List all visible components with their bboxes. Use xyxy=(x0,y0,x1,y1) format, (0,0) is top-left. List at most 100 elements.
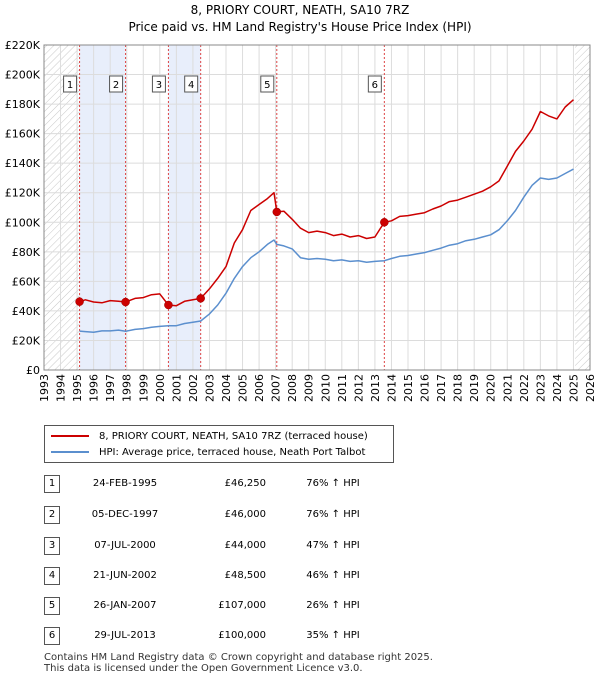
sale-box-4 xyxy=(184,75,199,93)
table-row: 1 24-FEB-1995 £46,250 76% ↑ HPI xyxy=(0,475,600,497)
transaction-number: 5 xyxy=(44,597,60,615)
sale-box-3 xyxy=(151,75,166,93)
x-tick-label: 2015 xyxy=(402,374,415,402)
y-tick-label: £40K xyxy=(12,305,41,318)
transaction-price: £48,500 xyxy=(224,570,266,581)
x-tick-label: 2013 xyxy=(369,374,382,402)
x-tick-label: 2016 xyxy=(419,374,432,402)
sale-point-5 xyxy=(272,207,282,217)
legend-label-hpi: HPI: Average price, terraced house, Neat… xyxy=(99,446,366,458)
chart-title: 8, PRIORY COURT, NEATH, SA10 7RZ xyxy=(190,3,410,17)
plot-area xyxy=(44,45,590,370)
y-tick-label: £220K xyxy=(5,39,41,52)
x-tick-label: 2006 xyxy=(253,374,266,402)
x-tick-label: 2008 xyxy=(286,374,299,402)
x-tick-label: 2020 xyxy=(485,374,498,402)
x-tick-label: 1999 xyxy=(137,374,150,402)
x-tick-label: 1998 xyxy=(121,374,134,402)
y-tick-label: £140K xyxy=(5,157,41,170)
y-tick-label: £60K xyxy=(12,275,41,288)
legend-entry-hpi: HPI: Average price, terraced house, Neat… xyxy=(51,444,365,460)
table-row: 5 26-JAN-2007 £107,000 26% ↑ HPI xyxy=(0,597,600,619)
y-tick-label: £120K xyxy=(5,187,41,200)
legend-swatch-hpi xyxy=(51,451,89,453)
sale-box-label-5: 5 xyxy=(264,80,270,91)
transaction-date: 29-JUL-2013 xyxy=(94,630,156,641)
x-tick-label: 2002 xyxy=(187,374,200,402)
plot-border xyxy=(43,44,591,371)
transaction-hpi: 46% ↑ HPI xyxy=(306,570,360,581)
x-tick-label: 2000 xyxy=(154,374,167,402)
x-tick-label: 2022 xyxy=(518,374,531,402)
sale-box-5 xyxy=(260,75,275,93)
transaction-date: 05-DEC-1997 xyxy=(91,509,159,520)
sale-box-6 xyxy=(367,75,382,93)
y-tick-label: £20K xyxy=(12,334,41,347)
x-tick-label: 1995 xyxy=(71,374,84,402)
x-tick-label: 2017 xyxy=(435,374,448,402)
sale-box-label-1: 1 xyxy=(67,80,73,91)
sale-box-1 xyxy=(63,75,78,93)
table-row: 4 21-JUN-2002 £48,500 46% ↑ HPI xyxy=(0,567,600,589)
transaction-date: 07-JUL-2000 xyxy=(94,540,156,551)
y-tick-label: £200K xyxy=(5,69,41,82)
x-tick-label: 1994 xyxy=(55,374,68,402)
sale-point-4 xyxy=(196,294,205,303)
y-tick-label: £100K xyxy=(5,216,41,229)
transaction-number: 4 xyxy=(44,567,60,585)
sale-point-6 xyxy=(380,218,389,227)
transaction-number: 1 xyxy=(44,475,60,493)
transaction-price: £44,000 xyxy=(224,540,266,551)
x-tick-label: 2019 xyxy=(468,374,481,402)
transaction-hpi: 26% ↑ HPI xyxy=(306,600,360,611)
x-tick-label: 2001 xyxy=(170,374,183,402)
sale-box-label-6: 6 xyxy=(372,80,378,91)
x-tick-label: 1993 xyxy=(38,374,51,402)
transaction-date: 21-JUN-2002 xyxy=(93,570,157,581)
sale-point-1 xyxy=(75,297,84,306)
table-row: 2 05-DEC-1997 £46,000 76% ↑ HPI xyxy=(0,506,600,528)
y-tick-label: £0 xyxy=(26,364,40,377)
table-row: 3 07-JUL-2000 £44,000 47% ↑ HPI xyxy=(0,537,600,559)
sale-point-3 xyxy=(164,300,173,310)
x-tick-label: 2009 xyxy=(303,374,316,402)
sale-box-label-4: 4 xyxy=(188,80,194,91)
transaction-date: 26-JAN-2007 xyxy=(93,600,157,611)
transaction-hpi: 35% ↑ HPI xyxy=(306,630,360,641)
y-tick-label: £180K xyxy=(5,98,41,111)
legend-label-property: 8, PRIORY COURT, NEATH, SA10 7RZ (terrac… xyxy=(99,430,368,442)
transaction-price: £46,000 xyxy=(224,509,266,520)
chart-subtitle: Price paid vs. HM Land Registry's House … xyxy=(128,20,472,34)
x-tick-label: 2012 xyxy=(352,374,365,402)
x-tick-label: 2005 xyxy=(237,374,250,402)
legend-swatch-property xyxy=(51,435,89,437)
footer-licence: This data is licensed under the Open Gov… xyxy=(44,663,363,674)
transaction-price: £107,000 xyxy=(218,600,266,611)
x-tick-label: 2007 xyxy=(270,374,283,402)
x-tick-label: 2021 xyxy=(501,374,514,402)
hpi-series-line xyxy=(79,168,574,334)
x-tick-label: 2010 xyxy=(319,374,332,402)
hatched-range-1 xyxy=(44,45,80,370)
x-tick-label: 2003 xyxy=(203,374,216,402)
x-tick-label: 2004 xyxy=(220,374,233,402)
sale-box-label-3: 3 xyxy=(156,80,162,91)
transaction-hpi: 76% ↑ HPI xyxy=(306,478,360,489)
transaction-number: 2 xyxy=(44,506,60,524)
sale-point-2 xyxy=(121,297,130,307)
transaction-price: £100,000 xyxy=(218,630,266,641)
x-tick-label: 2024 xyxy=(551,374,564,402)
shaded-range-1 xyxy=(79,45,126,370)
table-row: 6 29-JUL-2013 £100,000 35% ↑ HPI xyxy=(0,627,600,649)
transaction-date: 24-FEB-1995 xyxy=(92,478,158,489)
x-tick-label: 2014 xyxy=(385,374,398,402)
hatched-range-2 xyxy=(575,45,590,370)
x-tick-label: 2011 xyxy=(336,374,349,402)
x-tick-label: 2026 xyxy=(584,374,597,402)
sale-box-label-2: 2 xyxy=(113,80,119,91)
x-tick-label: 1996 xyxy=(88,374,101,402)
x-tick-label: 2018 xyxy=(452,374,465,402)
shaded-range-2 xyxy=(168,45,201,370)
footer-copyright: Contains HM Land Registry data © Crown c… xyxy=(44,652,433,663)
transaction-hpi: 47% ↑ HPI xyxy=(306,540,360,551)
